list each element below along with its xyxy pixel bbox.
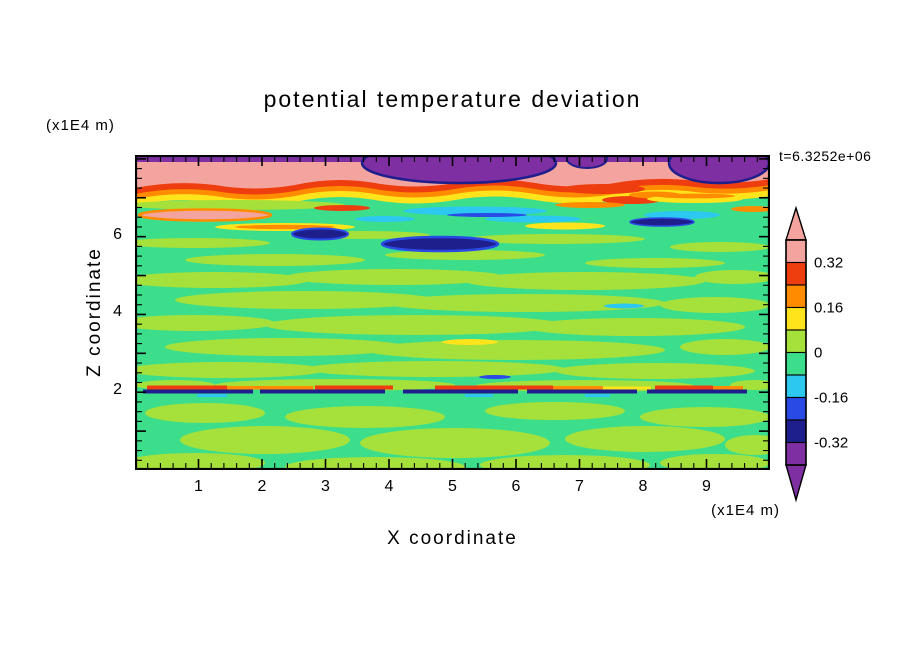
- axis-ticks: [137, 157, 768, 468]
- colorbar-segment: [785, 396, 807, 421]
- contour-plot: [135, 155, 770, 470]
- x-tick-label: 5: [448, 478, 457, 495]
- x-axis-unit-label: (x1E4 m): [711, 502, 780, 519]
- colorbar-bottom-arrow: [785, 464, 807, 503]
- plot-frame: [135, 155, 770, 470]
- colorbar-segment: [785, 261, 807, 286]
- colorbar-segment: [785, 239, 807, 264]
- colorbar-segment: [785, 419, 807, 444]
- y-tick-label: 2: [113, 381, 122, 399]
- x-tick-label: 6: [511, 478, 521, 495]
- colorbar-tick-label: 0.32: [814, 254, 844, 271]
- y-tick-label: 4: [113, 303, 122, 321]
- colorbar-segment: [785, 329, 807, 354]
- time-annotation: t=6.3252e+06: [779, 148, 872, 164]
- colorbar: [785, 205, 807, 503]
- x-tick-label: 4: [384, 478, 394, 495]
- colorbar-tick-label: -0.16: [814, 389, 849, 406]
- x-tick-label: 9: [702, 478, 711, 495]
- colorbar-tick-label: -0.32: [814, 434, 849, 451]
- colorbar-segment: [785, 374, 807, 399]
- x-tick-label: 8: [638, 478, 648, 495]
- x-tick-label: 2: [257, 478, 267, 495]
- chart-title: potential temperature deviation: [263, 86, 642, 112]
- contour-field: [135, 155, 770, 470]
- y-tick-label: 6: [113, 225, 122, 243]
- colorbar-segment: [785, 284, 807, 309]
- colorbar-tick-label: 0: [814, 344, 823, 361]
- colorbar-segment: [785, 306, 807, 331]
- x-tick-label: 7: [575, 478, 584, 495]
- x-tick-label: 1: [194, 478, 203, 495]
- colorbar-top-arrow: [785, 205, 807, 241]
- x-axis-label: X coordinate: [387, 528, 518, 549]
- x-tick-label: 3: [321, 478, 330, 495]
- y-axis-unit-label: (x1E4 m): [46, 117, 115, 134]
- colorbar-outline: [785, 239, 807, 466]
- colorbar-tick-label: 0.16: [814, 299, 844, 316]
- colorbar-segment: [785, 351, 807, 376]
- colorbar-segment: [785, 441, 807, 466]
